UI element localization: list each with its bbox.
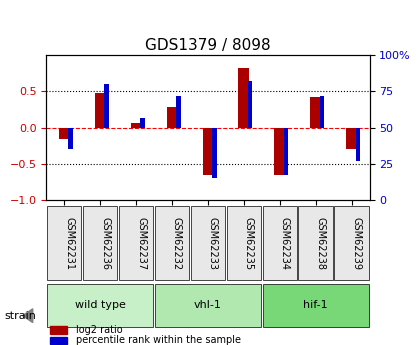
Text: GSM62233: GSM62233 [208,217,218,270]
Bar [167,107,177,128]
Text: GSM62232: GSM62232 [172,217,182,270]
Text: log2 ratio: log2 ratio [76,325,122,335]
Text: strain: strain [4,311,36,321]
Text: GSM62234: GSM62234 [280,217,290,270]
FancyBboxPatch shape [226,206,261,280]
Text: GSM62235: GSM62235 [244,217,254,270]
Text: wild type: wild type [75,300,126,310]
Text: percentile rank within the sample: percentile rank within the sample [76,335,241,345]
Bar [140,118,144,128]
Bar [131,122,142,128]
Bar [50,326,67,334]
Bar [202,128,213,175]
FancyBboxPatch shape [119,206,153,280]
Bar [176,96,181,128]
Polygon shape [23,309,33,323]
FancyBboxPatch shape [334,206,369,280]
Bar [356,128,360,161]
FancyBboxPatch shape [155,206,189,280]
Bar [212,128,217,178]
FancyBboxPatch shape [155,284,261,327]
Bar [59,128,70,138]
Text: hif-1: hif-1 [303,300,328,310]
Text: GSM62239: GSM62239 [352,217,362,270]
Bar [50,337,67,344]
FancyBboxPatch shape [47,206,81,280]
FancyBboxPatch shape [262,284,369,327]
FancyBboxPatch shape [83,206,117,280]
FancyBboxPatch shape [47,284,153,327]
Bar [274,128,285,175]
Text: vhl-1: vhl-1 [194,300,222,310]
Bar [105,84,109,128]
Bar [68,128,73,149]
Bar [346,128,357,149]
Bar [239,68,249,128]
Text: GSM62238: GSM62238 [316,217,326,270]
FancyBboxPatch shape [191,206,225,280]
Bar [248,81,252,128]
Bar [95,93,105,128]
Title: GDS1379 / 8098: GDS1379 / 8098 [145,38,271,53]
Text: GSM62237: GSM62237 [136,217,146,270]
Bar [310,97,321,128]
FancyBboxPatch shape [299,206,333,280]
Bar [284,128,289,176]
Text: GSM62236: GSM62236 [100,217,110,270]
Bar [320,96,324,128]
Text: GSM62231: GSM62231 [64,217,74,270]
FancyBboxPatch shape [262,206,297,280]
